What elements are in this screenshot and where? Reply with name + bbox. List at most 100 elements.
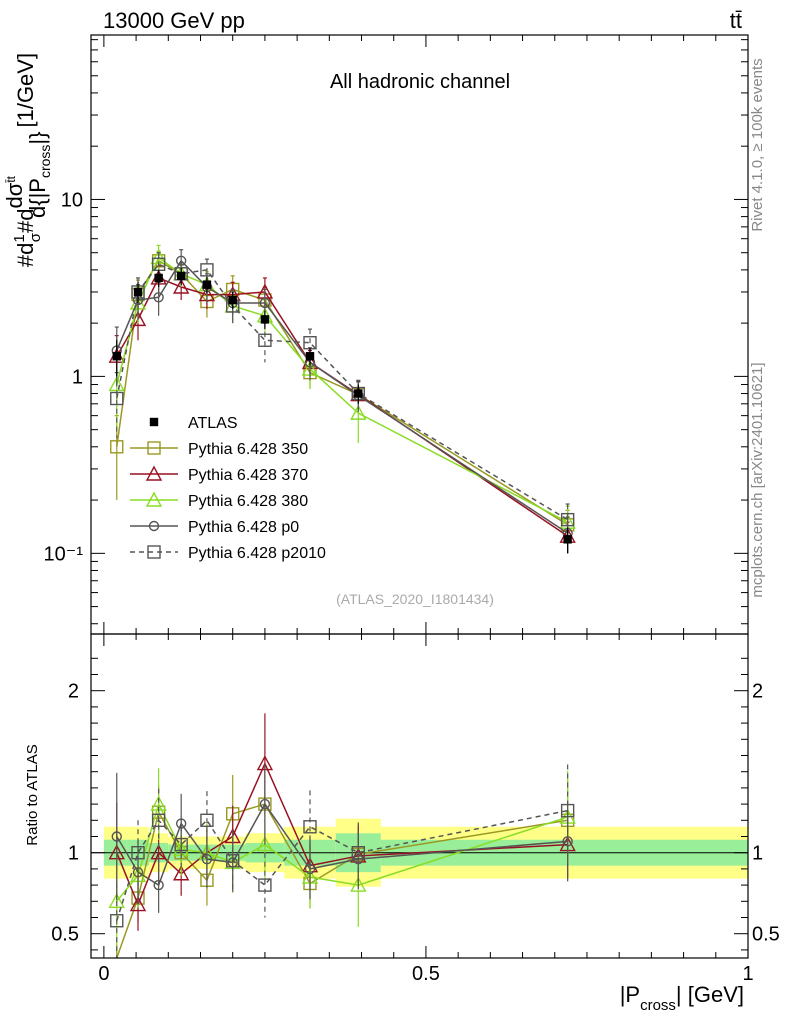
ratio-point-4-3: [174, 837, 188, 852]
ratio-point-3-6: [259, 798, 271, 810]
ratio-point-4-2: [151, 813, 166, 827]
main-point-0-0: [110, 440, 124, 454]
atlas-data-points: [112, 267, 572, 554]
y-ratio-tick-label-right-0: 0.5: [752, 924, 780, 946]
x-axis-label: |Pcross| [GeV]: [620, 982, 744, 1014]
ylabel-mid: #d: [13, 209, 38, 233]
rivet-version-label: Rivet 4.1.0, ≥ 100k events: [749, 58, 766, 231]
legend-marker-0: [149, 417, 159, 427]
header-process-label: tt̄: [730, 8, 742, 33]
atlas-point-2: [154, 273, 163, 283]
main-line-3: [116, 259, 569, 534]
xlabel-pre: |P: [620, 982, 640, 1007]
ylabel-frac2-den-close: |}: [25, 132, 50, 145]
ratio-point-4-4: [200, 813, 214, 827]
main-point-1-3: [173, 278, 190, 294]
legend-item-4: Pythia 6.428 p0: [130, 519, 299, 536]
y-ratio-tick-label-left-2: 2: [68, 681, 79, 703]
legend-item-3: Pythia 6.428 380: [130, 491, 308, 510]
analysis-tag: (ATLAS_2020_I1801434): [336, 591, 494, 607]
ratio-point-1-1: [129, 896, 147, 912]
ratio-series-layer: [108, 713, 576, 959]
x-tick-label-1: 0.5: [412, 963, 440, 985]
legend-marker-2: [145, 465, 163, 481]
ratio-point-4-1: [131, 846, 145, 860]
atlas-point-0: [112, 352, 121, 361]
main-point-3-6: [259, 297, 271, 309]
ratio-series-4: [110, 764, 575, 958]
legend-label-4: Pythia 6.428 p0: [188, 519, 299, 536]
ratio-point-4-5: [226, 854, 240, 868]
legend-label-2: Pythia 6.428 370: [188, 467, 308, 484]
y-ratio-tick-label-right-2: 2: [752, 681, 763, 703]
main-point-2-8: [350, 404, 367, 420]
x-tick-label-0: 0: [98, 963, 109, 985]
ratio-point-4-8: [351, 846, 366, 860]
atlas-point-5: [228, 295, 237, 305]
ratio-point-3-0: [111, 831, 122, 842]
ratio-line-2: [116, 802, 568, 902]
legend: ATLAS Pythia 6.428 350 Pythia 6.428 370 Pyt…: [130, 415, 326, 562]
xlabel-sub: cross: [640, 997, 676, 1014]
ylabel-frac1-den: σ: [27, 232, 44, 242]
legend-marker-3: [145, 491, 163, 507]
x-tick-label-2: 1: [742, 963, 753, 985]
y-main-tick-label-2: 10: [61, 189, 83, 211]
ratio-point-3-4: [201, 853, 213, 865]
legend-item-2: Pythia 6.428 370: [130, 465, 308, 484]
legend-item-1: Pythia 6.428 350: [130, 441, 308, 458]
ratio-point-4-9: [560, 803, 575, 818]
main-point-3-2: [153, 292, 164, 303]
legend-label-1: Pythia 6.428 350: [188, 441, 308, 458]
legend-marker-5: [147, 545, 161, 559]
legend-marker-1: [147, 441, 161, 455]
legend-label-0: ATLAS: [188, 415, 238, 432]
header-energy-label: 13000 GeV pp: [103, 8, 245, 33]
atlas-point-7: [305, 352, 315, 361]
svg-text:#d1σ#ddσt̄td{|Pcross|}[1/GeV]: #d1σ#ddσt̄t d{|Pcross|}[1/GeV]: [2, 53, 53, 267]
main-point-4-4: [200, 263, 214, 277]
ratio-point-2-0: [108, 892, 125, 908]
ratio-y-axis-label: Ratio to ATLAS: [24, 744, 41, 845]
legend-label-5: Pythia 6.428 p2010: [188, 545, 326, 562]
atlas-point-9: [563, 535, 572, 544]
main-point-4-9: [560, 512, 575, 527]
ratio-point-2-8: [350, 876, 367, 892]
atlas-point-6: [260, 315, 270, 324]
main-point-2-0: [108, 376, 125, 392]
y-ratio-tick-label-right-1: 1: [752, 843, 763, 865]
legend-marker-4: [148, 520, 160, 532]
xlabel-post: | [GeV]: [676, 982, 744, 1007]
main-series-layer: [108, 244, 576, 554]
atlas-point-8: [354, 389, 363, 398]
legend-item-0: ATLAS: [149, 415, 238, 432]
main-point-4-0: [110, 391, 124, 406]
ratio-line-4: [116, 809, 568, 921]
atlas-point-3: [176, 271, 186, 281]
ratio-point-3-2: [153, 879, 164, 891]
y-main-tick-label-1: 1: [72, 366, 83, 388]
ylabel-frac1-num: 1: [11, 234, 28, 242]
y-main-tick-label-0: 10⁻¹: [44, 543, 84, 565]
ratio-point-4-0: [110, 914, 124, 928]
ratio-line-0: [116, 803, 568, 959]
main-point-4-6: [258, 333, 272, 347]
ratio-line-3: [116, 802, 568, 887]
ratio-point-3-7: [304, 863, 316, 875]
atlas-point-4: [202, 280, 212, 289]
ratio-frame: [90, 633, 749, 959]
mcplots-reference-label: mcplots.cern.ch [arXiv:2401.10621]: [749, 362, 766, 597]
ratio-point-1-3: [173, 865, 190, 881]
axes-layer: 0 0.5 1 10⁻¹ 1 10 0.5 0.5 1 1 2 2: [44, 34, 780, 985]
chart-title: All hadronic channel: [330, 71, 510, 93]
ylabel-unit: [1/GeV]: [13, 53, 38, 128]
ylabel-frac2-num: dσ: [2, 182, 27, 208]
ylabel-frac2-den: d{|P: [25, 178, 50, 218]
ratio-point-4-7: [303, 820, 317, 834]
ratio-point-4-6: [258, 878, 272, 892]
main-y-axis-label: #d1σ#ddσt̄t d{|Pcross|}[1/GeV]: [2, 53, 53, 267]
ylabel-pre: #d: [13, 243, 38, 267]
y-ratio-tick-label-left-1: 1: [68, 843, 79, 865]
